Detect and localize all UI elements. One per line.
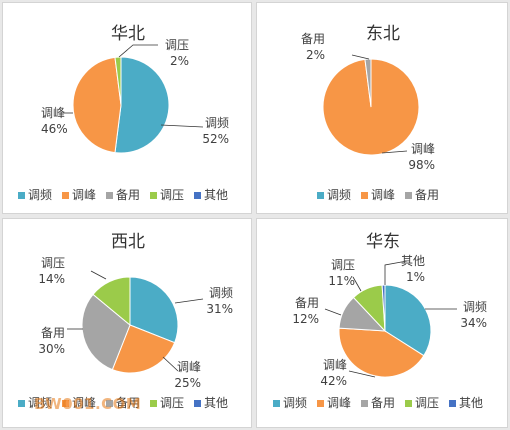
legend-swatch bbox=[405, 400, 412, 407]
legend-label: 调频 bbox=[28, 396, 52, 410]
legend-label: 其他 bbox=[204, 396, 228, 410]
leader-line bbox=[118, 44, 158, 58]
legend-label: 调峰 bbox=[72, 396, 96, 410]
leader-line bbox=[352, 276, 362, 292]
legend-label: 其他 bbox=[459, 396, 483, 410]
legend-label: 调压 bbox=[415, 396, 439, 410]
chart-title: 西北 bbox=[111, 232, 145, 252]
legend-swatch bbox=[317, 192, 324, 199]
legend-swatch bbox=[194, 192, 201, 199]
legend-swatch bbox=[273, 400, 280, 407]
data-label: 备用 30% bbox=[38, 326, 65, 356]
legend-label: 调频 bbox=[283, 396, 307, 410]
pie-slice-xibei bbox=[111, 324, 176, 374]
legend-label: 调压 bbox=[160, 396, 184, 410]
legend-swatch bbox=[62, 400, 69, 407]
legend-swatch bbox=[106, 192, 113, 199]
data-label: 调压 2% bbox=[165, 38, 189, 68]
chart-title: 华东 bbox=[366, 232, 400, 252]
pie-slice-huabei bbox=[114, 56, 122, 106]
chart-title: 东北 bbox=[366, 24, 400, 44]
legend-swatch bbox=[449, 400, 456, 407]
data-label: 其他 1% bbox=[401, 254, 425, 284]
legend-label: 备用 bbox=[116, 396, 140, 410]
legend-swatch bbox=[18, 192, 25, 199]
legend-label: 备用 bbox=[415, 188, 439, 202]
leader-line bbox=[160, 124, 204, 128]
chart-panel-xibei: 西北调频 31% 调峰 25% 备用 30% 调压 14% 调频 调峰 备用 调压 其他 bbox=[2, 218, 252, 428]
legend-swatch bbox=[405, 192, 412, 199]
pie-slice-huabei bbox=[114, 56, 170, 154]
leader-line bbox=[174, 298, 204, 304]
chart-panel-huadong: 华东调频 34% 调峰 42% 备用 12% 调压 11% 其他 1% 调频 调峰 备用 调压 其他 bbox=[256, 218, 508, 428]
data-label: 备用 12% bbox=[292, 296, 319, 326]
legend-label: 调峰 bbox=[327, 396, 351, 410]
leader-line bbox=[351, 54, 370, 60]
leader-line bbox=[381, 150, 408, 154]
legend-label: 调频 bbox=[327, 188, 351, 202]
legend-swatch bbox=[194, 400, 201, 407]
data-label: 备用 2% bbox=[301, 32, 325, 62]
data-label: 调峰 98% bbox=[408, 142, 435, 172]
chart-panel-dongbei: 东北调峰 98% 备用 2% 调频 调峰 备用 bbox=[256, 2, 508, 214]
legend-label: 备用 bbox=[116, 188, 140, 202]
legend-swatch bbox=[62, 192, 69, 199]
data-label: 调峰 46% bbox=[41, 106, 68, 136]
leader-line bbox=[348, 370, 376, 378]
data-label: 调频 31% bbox=[206, 286, 233, 316]
data-label: 调峰 25% bbox=[174, 360, 201, 390]
chart-panel-huabei: 华北调频 52% 调峰 46% 调压 2% 调频 调峰 备用 调压 其他 bbox=[2, 2, 252, 214]
pie-slice-huabei bbox=[72, 56, 122, 154]
leader-line bbox=[162, 356, 179, 372]
data-label: 调频 52% bbox=[202, 116, 229, 146]
pie-slice-xibei bbox=[129, 276, 179, 344]
legend-swatch bbox=[106, 400, 113, 407]
legend-swatch bbox=[18, 400, 25, 407]
legend-swatch bbox=[361, 400, 368, 407]
leader-line bbox=[384, 260, 408, 285]
leader-line bbox=[324, 308, 342, 316]
data-label: 调压 11% bbox=[328, 258, 355, 288]
legend-label: 调频 bbox=[28, 188, 52, 202]
legend-swatch bbox=[317, 400, 324, 407]
legend-label: 其他 bbox=[204, 188, 228, 202]
data-label: 调频 34% bbox=[460, 300, 487, 330]
legend-swatch bbox=[150, 192, 157, 199]
legend-label: 调峰 bbox=[72, 188, 96, 202]
legend-label: 备用 bbox=[371, 396, 395, 410]
pie-slice-huadong bbox=[338, 327, 425, 378]
pie-slice-xibei bbox=[92, 276, 131, 327]
legend-swatch bbox=[361, 192, 368, 199]
legend-label: 调压 bbox=[160, 188, 184, 202]
legend-label: 调峰 bbox=[371, 188, 395, 202]
chart-title: 华北 bbox=[111, 24, 145, 44]
leader-line bbox=[90, 270, 107, 280]
pie-slice-xibei bbox=[81, 293, 131, 371]
data-label: 调峰 42% bbox=[320, 358, 347, 388]
legend-swatch bbox=[150, 400, 157, 407]
data-label: 调压 14% bbox=[38, 256, 65, 286]
